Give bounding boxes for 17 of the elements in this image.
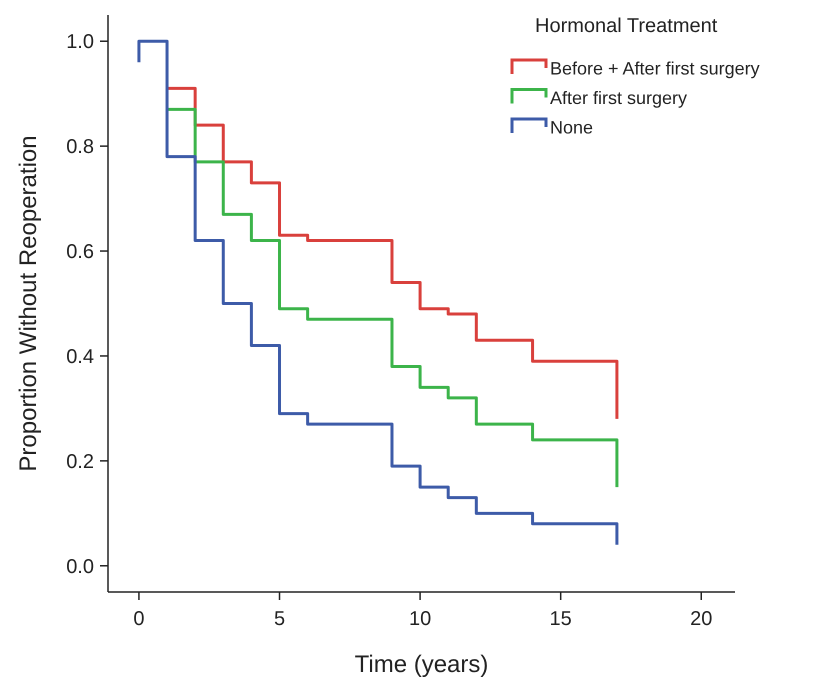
x-axis-title: Time (years) — [354, 651, 488, 678]
y-tick-label: 0.8 — [66, 136, 94, 158]
legend-title: Hormonal Treatment — [535, 15, 718, 37]
x-tick-label: 20 — [690, 608, 712, 630]
y-tick-label: 0.0 — [66, 556, 94, 578]
y-axis-title: Proportion Without Reoperation — [15, 135, 42, 472]
x-tick-label: 10 — [408, 608, 432, 630]
y-tick-label: 0.6 — [66, 241, 94, 264]
legend-label: None — [550, 117, 594, 138]
y-tick-label: 0.2 — [66, 450, 94, 473]
legend-label: After first surgery — [550, 88, 688, 108]
y-tick-label: 1.0 — [66, 31, 94, 54]
x-tick-label: 5 — [274, 608, 286, 630]
legend-label: Before + After first surgery — [550, 58, 760, 78]
y-tick-label: 0.4 — [66, 346, 94, 368]
x-tick-label: 15 — [550, 608, 572, 630]
x-tick-label: 0 — [133, 608, 144, 630]
